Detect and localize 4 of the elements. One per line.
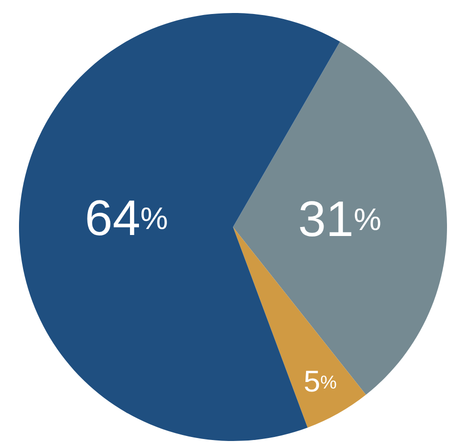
data-label: 64% — [84, 190, 168, 246]
data-label: 5% — [304, 365, 337, 398]
data-label: 31% — [298, 191, 382, 248]
pie-slice — [233, 42, 447, 395]
